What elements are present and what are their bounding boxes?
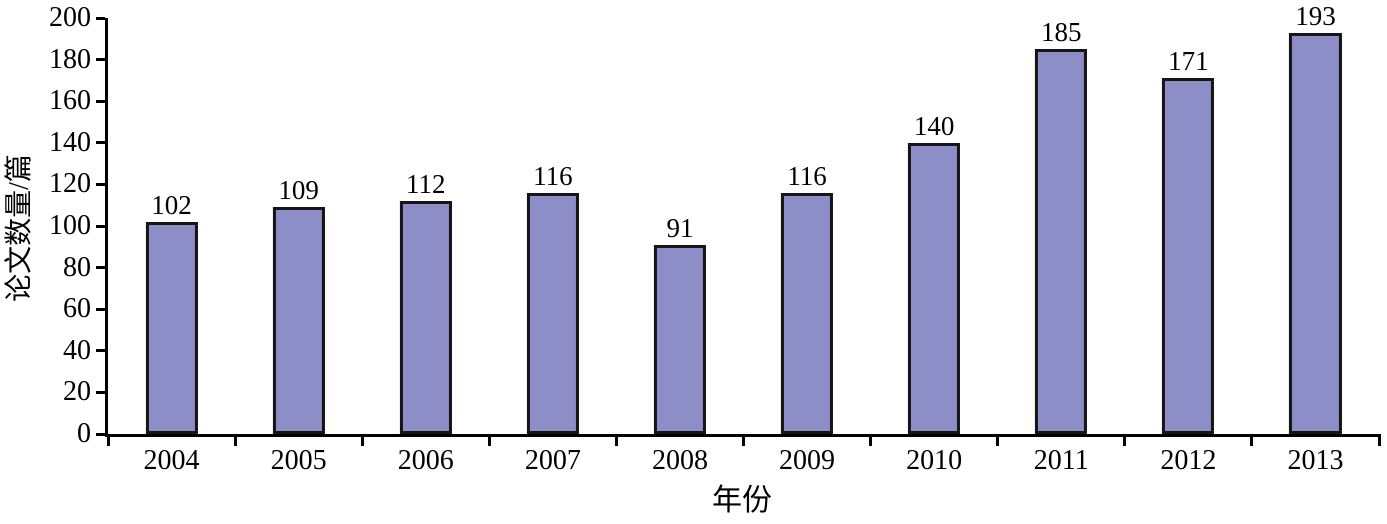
- bar-slot: 171 2012: [1125, 18, 1252, 475]
- y-tick: [96, 58, 105, 62]
- y-tick-label: 120: [49, 168, 91, 200]
- bar-2006: [399, 201, 452, 434]
- x-tick: [869, 434, 873, 446]
- y-tick: [96, 141, 105, 145]
- bar-slot: 193 2013: [1252, 2, 1379, 474]
- y-tick-label: 60: [63, 293, 91, 325]
- x-tick-label: 2009: [779, 445, 836, 476]
- y-tick: [96, 307, 105, 311]
- x-tick-label: 2004: [143, 445, 200, 476]
- bar-value-label: 193: [1295, 0, 1336, 31]
- bar-value-label: 171: [1168, 46, 1209, 77]
- x-tick: [360, 434, 364, 446]
- bar-2007: [526, 192, 579, 434]
- y-tick-label: 20: [63, 376, 91, 408]
- bar-2011: [1035, 49, 1088, 434]
- bar-value-label: 109: [278, 175, 319, 206]
- y-tick-label: 40: [63, 334, 91, 366]
- x-tick-label: 2005: [270, 445, 327, 476]
- y-tick: [96, 99, 105, 103]
- bar-value-label: 185: [1040, 17, 1082, 48]
- x-tick-label: 2013: [1287, 445, 1344, 476]
- x-tick-label: 2012: [1160, 445, 1217, 476]
- y-tick: [96, 266, 105, 270]
- bar-value-label: 102: [151, 189, 192, 220]
- x-tick: [233, 434, 237, 446]
- x-tick-label: 2011: [1033, 445, 1089, 476]
- x-tick-label: 2010: [906, 445, 963, 476]
- bar-value-label: 112: [405, 169, 446, 200]
- bar-slot: 116 2009: [744, 18, 871, 474]
- bar-2004: [145, 221, 198, 434]
- bar-slot: 102 2004: [108, 18, 235, 474]
- y-tick: [96, 182, 105, 186]
- y-tick: [96, 432, 105, 436]
- y-tick: [96, 349, 105, 353]
- y-axis-title: 论文数量/篇: [4, 154, 35, 302]
- x-tick-label: 2008: [651, 445, 708, 476]
- x-tick: [614, 434, 618, 446]
- x-axis-title: 年份: [712, 484, 772, 517]
- x-tick-label: 2006: [397, 445, 454, 476]
- y-tick: [96, 224, 105, 228]
- bar-value-label: 91: [666, 212, 694, 243]
- x-tick: [1377, 434, 1381, 446]
- bar-2010: [908, 142, 961, 434]
- bar-slot: 109 2005: [235, 18, 362, 475]
- y-tick-label: 140: [49, 126, 91, 158]
- y-tick-label: 180: [49, 43, 91, 75]
- x-tick: [742, 434, 745, 446]
- y-tick: [96, 390, 105, 394]
- y-tick-label: 0: [77, 418, 91, 449]
- bar-slot: 140 2010: [871, 18, 998, 474]
- x-tick: [487, 434, 491, 446]
- y-tick-label: 80: [63, 251, 91, 283]
- bar-2013: [1289, 32, 1342, 434]
- bar-2009: [781, 192, 834, 434]
- y-tick-label: 100: [49, 210, 91, 241]
- bar-slot: 185 2011: [998, 17, 1125, 475]
- y-tick-label: 160: [49, 85, 91, 117]
- bar-value-label: 116: [533, 160, 573, 191]
- y-tick-label: 200: [49, 2, 91, 33]
- bar-2012: [1162, 78, 1215, 434]
- x-tick: [1250, 434, 1254, 446]
- bar-2005: [272, 207, 325, 434]
- x-tick-label: 2007: [524, 445, 581, 476]
- x-tick: [106, 434, 110, 446]
- bar-2008: [653, 244, 706, 434]
- y-tick: [96, 16, 105, 20]
- x-tick: [996, 434, 1000, 446]
- bar-slot: 112 2006: [362, 18, 489, 475]
- x-tick: [1123, 434, 1127, 446]
- bar-value-label: 140: [913, 110, 955, 141]
- bar-slot: 116 2007: [489, 18, 616, 474]
- plot-area: 102 2004 109 2005 112 2006 116 2007 91 2008 116 200…: [49, 2, 1381, 475]
- bar-slot: 91 2008: [616, 18, 743, 474]
- bar-value-label: 116: [787, 160, 827, 191]
